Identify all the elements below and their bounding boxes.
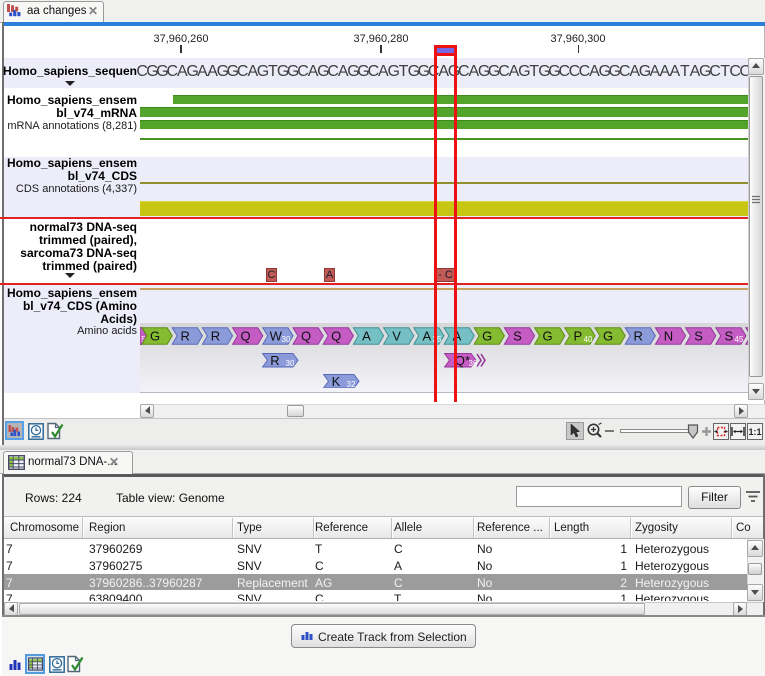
svg-text:Q: Q <box>331 328 341 343</box>
svg-text:S: S <box>694 328 703 343</box>
svg-text:40: 40 <box>584 335 593 344</box>
svg-text:W: W <box>270 328 283 343</box>
svg-text:R: R <box>181 328 190 343</box>
svg-text:Q*: Q* <box>455 353 470 368</box>
svg-text:G: G <box>150 328 160 343</box>
svg-text:R: R <box>270 353 279 368</box>
svg-text:A: A <box>422 328 431 343</box>
svg-text:K: K <box>332 374 341 389</box>
svg-text:5: 5 <box>141 335 146 344</box>
svg-text:30: 30 <box>282 335 291 344</box>
svg-text:1:1: 1:1 <box>748 427 761 437</box>
svg-text:N: N <box>664 328 673 343</box>
svg-text:G: G <box>543 328 553 343</box>
svg-text:35: 35 <box>433 335 442 344</box>
svg-text:A: A <box>453 328 462 343</box>
svg-text:32: 32 <box>347 380 356 388</box>
svg-text:G: G <box>603 328 613 343</box>
svg-text:Q: Q <box>301 328 311 343</box>
svg-text:V: V <box>392 328 401 343</box>
svg-text:45: 45 <box>735 335 744 344</box>
svg-text:A: A <box>362 328 371 343</box>
svg-text:36: 36 <box>469 359 478 367</box>
svg-text:S: S <box>724 328 733 343</box>
svg-text:R: R <box>634 328 643 343</box>
svg-text:P: P <box>573 328 582 343</box>
svg-text:S: S <box>513 328 522 343</box>
svg-text:30: 30 <box>286 359 295 367</box>
svg-text:R: R <box>211 328 220 343</box>
svg-text:G: G <box>482 328 492 343</box>
svg-text:Q: Q <box>241 328 251 343</box>
